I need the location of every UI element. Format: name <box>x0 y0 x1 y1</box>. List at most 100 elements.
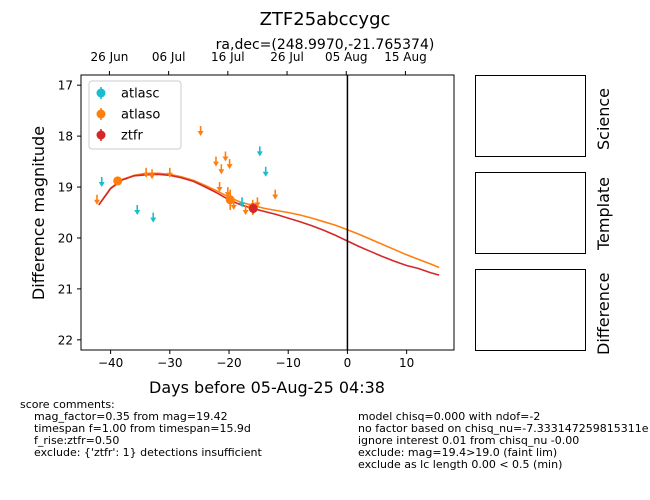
upper-limit-head <box>166 172 173 178</box>
x-tick-label: −30 <box>157 356 182 370</box>
y-axis-label: Difference magnitude <box>29 126 48 300</box>
comment-line: exclude: mag=19.4>19.0 (faint lim) <box>358 446 558 459</box>
legend-item-ztfr: ztfr <box>96 129 143 144</box>
y-tick-label: 20 <box>58 231 73 245</box>
upper-limit-atlaso <box>218 164 225 175</box>
score-comments-heading: score comments: <box>20 398 115 411</box>
upper-limit-atlaso <box>216 182 223 193</box>
upper-limit-atlaso <box>272 189 279 200</box>
score-comments-right: model chisq=0.000 with ndof=-2 no factor … <box>358 411 650 471</box>
science-label: Science <box>594 87 613 150</box>
upper-limit-head <box>222 156 229 162</box>
legend-label: atlasc <box>121 87 160 102</box>
legend-item-atlaso: atlaso <box>96 108 160 123</box>
upper-limit-head <box>149 174 156 180</box>
legend-box <box>88 80 182 150</box>
legend-item-atlasc: atlasc <box>96 87 160 102</box>
upper-limit-head <box>256 151 263 157</box>
detection-marker <box>113 176 123 186</box>
legend-marker <box>96 109 106 119</box>
plot-frame <box>80 74 455 351</box>
upper-limit-head <box>98 181 105 187</box>
comment-line: timespan f=1.00 from timespan=15.9d <box>34 422 251 435</box>
upper-limit-atlaso <box>254 197 261 208</box>
difference-image-panel <box>475 269 586 351</box>
detection-marker <box>248 203 258 213</box>
upper-limit-head <box>230 204 237 210</box>
detection-ztfr <box>248 203 258 214</box>
upper-limit-head <box>93 199 100 205</box>
upper-limit-head <box>239 202 246 208</box>
top-axis-tick-label: 26 Jun <box>90 50 128 64</box>
upper-limit-head <box>218 169 225 175</box>
legend-marker <box>96 130 106 140</box>
x-tick-label: −40 <box>98 356 123 370</box>
y-tick-label: 17 <box>58 79 73 93</box>
upper-limit-atlaso <box>212 156 219 167</box>
plot-area: −40 −30 −20 −10 0 10 17 18 19 20 21 22 26 Jun 06 Jul 1… <box>58 50 455 370</box>
top-axis-tick-label: 15 Aug <box>384 50 427 64</box>
comment-line: exclude as lc length 0.00 < 0.5 (min) <box>358 458 563 471</box>
upper-limit-atlaso <box>224 187 231 198</box>
top-axis-tick-label: 16 Jul <box>211 50 245 64</box>
upper-limit-head <box>216 187 223 193</box>
upper-limit-atlasc <box>134 204 141 215</box>
upper-limit-atlaso <box>197 126 204 137</box>
plot-clipped-group <box>93 75 440 350</box>
comment-line: ignore interest 0.01 from chisq_nu -0.00 <box>358 434 580 447</box>
upper-limit-head <box>224 192 231 198</box>
x-tick-label: 0 <box>344 356 352 370</box>
comment-line: mag_factor=0.35 from mag=19.42 <box>34 410 228 423</box>
top-axis-tick-label: 26 Jul <box>270 50 304 64</box>
upper-limit-head <box>262 171 269 177</box>
x-tick-label: −20 <box>216 356 241 370</box>
y-tick-label: 21 <box>58 282 73 296</box>
template-image-panel <box>475 172 586 254</box>
legend-label: ztfr <box>121 129 143 144</box>
model-curve-ztfr <box>98 173 440 276</box>
detection-atlaso <box>113 176 123 186</box>
template-label: Template <box>594 176 613 250</box>
upper-limit-atlasc <box>98 176 105 187</box>
score-comments-left: score comments: mag_factor=0.35 from mag=… <box>20 399 262 459</box>
comment-line: model chisq=0.000 with ndof=-2 <box>358 411 541 423</box>
x-axis-label: Days before 05-Aug-25 04:38 <box>149 378 385 397</box>
difference-label: Difference <box>594 272 613 355</box>
upper-limit-atlasc <box>262 166 269 177</box>
x-tick-label: 10 <box>399 356 414 370</box>
upper-limit-head <box>254 202 261 208</box>
upper-limit-atlaso <box>226 159 233 170</box>
upper-limit-head <box>197 131 204 137</box>
upper-limit-head <box>226 164 233 170</box>
upper-limit-head <box>143 172 150 178</box>
detection-atlaso <box>225 189 235 210</box>
top-axis-tick-label: 06 Jul <box>152 50 186 64</box>
comment-line: no factor based on chisq_nu=-7.333147259… <box>358 422 649 435</box>
upper-limit-atlaso <box>222 151 229 162</box>
top-axis-tick-label: 05 Aug <box>325 50 368 64</box>
y-tick-label: 18 <box>58 130 73 144</box>
chart-title: ZTF25abccygc <box>260 9 391 30</box>
upper-limit-atlaso <box>166 167 173 178</box>
comment-line: f_rise:ztfr=0.50 <box>34 434 120 447</box>
legend-label: atlaso <box>121 108 160 123</box>
upper-limit-atlasc <box>150 212 157 223</box>
comment-line: exclude: {'ztfr': 1} detections insuffic… <box>34 446 262 459</box>
upper-limit-head <box>242 209 249 215</box>
upper-limit-atlasc <box>256 146 263 157</box>
upper-limit-head <box>150 217 157 223</box>
detection-marker <box>225 195 235 205</box>
upper-limit-atlaso <box>149 169 156 180</box>
upper-limit-head <box>134 209 141 215</box>
y-tick-label: 22 <box>58 333 73 347</box>
model-curve-atlaso <box>98 172 440 269</box>
upper-limit-head <box>212 161 219 167</box>
upper-limit-atlaso <box>143 167 150 178</box>
chart-subtitle: ra,dec=(248.9970,-21.765374) <box>216 37 435 53</box>
upper-limit-atlaso <box>242 204 249 215</box>
legend: atlasc atlaso ztfr <box>88 80 182 150</box>
x-tick-label: −10 <box>276 356 301 370</box>
upper-limit-atlasc <box>239 197 246 208</box>
upper-limit-head <box>272 194 279 200</box>
